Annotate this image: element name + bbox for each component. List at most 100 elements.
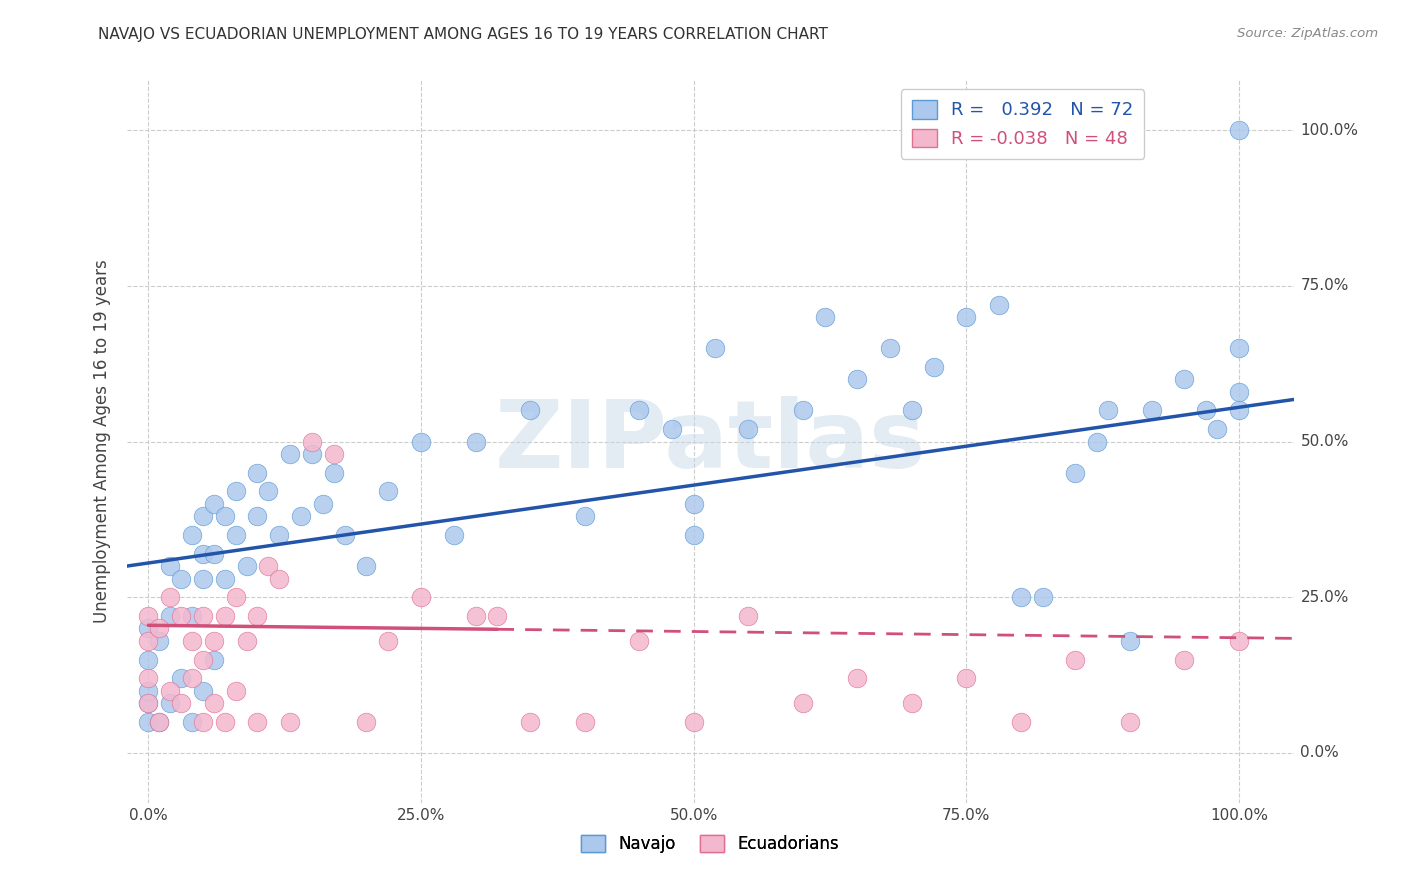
Point bbox=[1227, 123, 1250, 137]
Point bbox=[159, 696, 181, 710]
Point bbox=[1010, 714, 1032, 729]
Point bbox=[737, 422, 759, 436]
Point bbox=[901, 403, 924, 417]
Point bbox=[486, 609, 509, 624]
Point bbox=[138, 683, 160, 698]
Point bbox=[181, 671, 204, 685]
Point bbox=[704, 341, 727, 355]
Point bbox=[792, 696, 814, 710]
Text: 0.0%: 0.0% bbox=[1301, 746, 1339, 761]
Point bbox=[1032, 591, 1054, 605]
Point bbox=[377, 633, 399, 648]
Point bbox=[1119, 714, 1142, 729]
Point bbox=[464, 609, 486, 624]
Point bbox=[191, 547, 214, 561]
Point bbox=[170, 572, 193, 586]
Point bbox=[214, 609, 236, 624]
Point bbox=[191, 683, 214, 698]
Point bbox=[813, 310, 835, 324]
Point bbox=[181, 633, 204, 648]
Point bbox=[955, 671, 977, 685]
Point bbox=[148, 621, 170, 635]
Point bbox=[138, 609, 160, 624]
Point bbox=[148, 714, 170, 729]
Point bbox=[1173, 652, 1195, 666]
Point bbox=[409, 591, 432, 605]
Point bbox=[1140, 403, 1163, 417]
Point bbox=[988, 297, 1011, 311]
Point bbox=[191, 652, 214, 666]
Point bbox=[356, 714, 378, 729]
Point bbox=[159, 683, 181, 698]
Point bbox=[1119, 633, 1142, 648]
Point bbox=[278, 714, 301, 729]
Text: 100.0%: 100.0% bbox=[1301, 122, 1358, 137]
Point bbox=[202, 547, 225, 561]
Point bbox=[879, 341, 901, 355]
Point bbox=[322, 447, 344, 461]
Point bbox=[955, 310, 977, 324]
Point bbox=[148, 714, 170, 729]
Point bbox=[269, 528, 291, 542]
Point bbox=[269, 572, 291, 586]
Point bbox=[225, 484, 247, 499]
Point bbox=[202, 696, 225, 710]
Point bbox=[225, 683, 247, 698]
Point bbox=[922, 359, 945, 374]
Point bbox=[138, 671, 160, 685]
Point bbox=[181, 609, 204, 624]
Point bbox=[159, 591, 181, 605]
Point bbox=[202, 652, 225, 666]
Point bbox=[661, 422, 683, 436]
Text: 25.0%: 25.0% bbox=[1301, 590, 1348, 605]
Point bbox=[257, 484, 280, 499]
Point bbox=[202, 633, 225, 648]
Point bbox=[377, 484, 399, 499]
Point bbox=[574, 714, 596, 729]
Point bbox=[312, 497, 335, 511]
Point bbox=[333, 528, 356, 542]
Point bbox=[682, 497, 704, 511]
Point bbox=[792, 403, 814, 417]
Point bbox=[235, 559, 257, 574]
Point bbox=[138, 621, 160, 635]
Point bbox=[225, 528, 247, 542]
Point bbox=[409, 434, 432, 449]
Point bbox=[191, 572, 214, 586]
Point bbox=[138, 652, 160, 666]
Point bbox=[1010, 591, 1032, 605]
Point bbox=[159, 559, 181, 574]
Point bbox=[301, 434, 323, 449]
Point bbox=[246, 609, 269, 624]
Point bbox=[191, 714, 214, 729]
Text: 75.0%: 75.0% bbox=[1301, 278, 1348, 293]
Point bbox=[214, 714, 236, 729]
Point bbox=[246, 466, 269, 480]
Point bbox=[235, 633, 257, 648]
Point bbox=[1227, 384, 1250, 399]
Point bbox=[1227, 341, 1250, 355]
Point bbox=[257, 559, 280, 574]
Point bbox=[191, 609, 214, 624]
Point bbox=[191, 509, 214, 524]
Point bbox=[1227, 633, 1250, 648]
Point bbox=[170, 609, 193, 624]
Point bbox=[737, 609, 759, 624]
Point bbox=[138, 696, 160, 710]
Point bbox=[519, 403, 541, 417]
Point bbox=[181, 528, 204, 542]
Point bbox=[443, 528, 465, 542]
Point bbox=[148, 633, 170, 648]
Point bbox=[1195, 403, 1218, 417]
Point bbox=[1085, 434, 1108, 449]
Point bbox=[181, 714, 204, 729]
Point bbox=[214, 572, 236, 586]
Point bbox=[628, 403, 651, 417]
Point bbox=[278, 447, 301, 461]
Point bbox=[574, 509, 596, 524]
Point bbox=[1064, 466, 1087, 480]
Point bbox=[464, 434, 486, 449]
Point bbox=[138, 714, 160, 729]
Point bbox=[246, 714, 269, 729]
Point bbox=[682, 714, 704, 729]
